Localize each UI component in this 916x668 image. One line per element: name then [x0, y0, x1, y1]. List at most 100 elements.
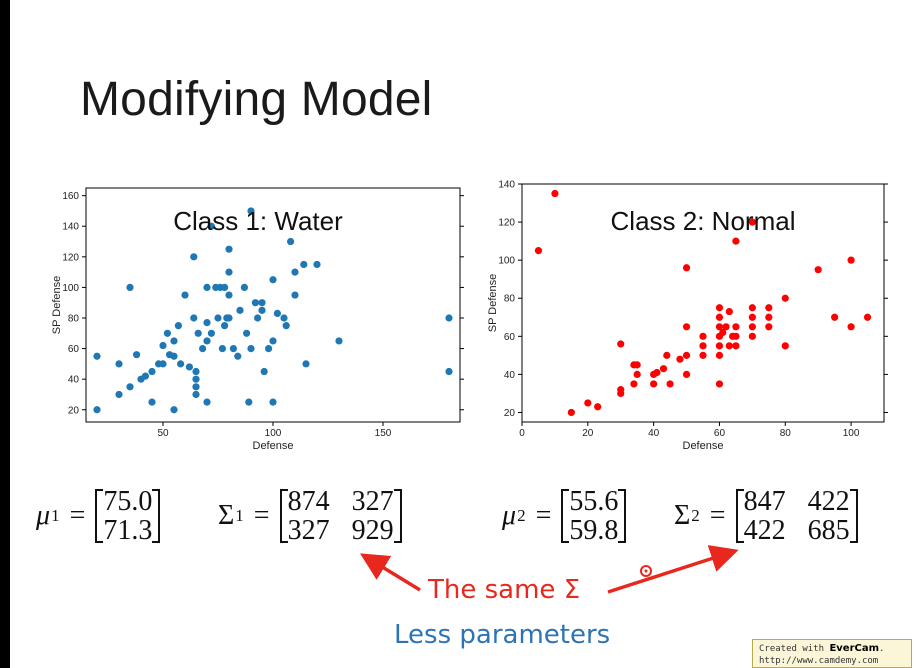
y-tick-label: 100	[498, 256, 515, 267]
scatter-point	[699, 351, 707, 359]
y-tick-label: 20	[68, 405, 80, 416]
scatter-point	[203, 337, 211, 345]
scatter-point	[247, 344, 255, 353]
watermark-line-2: http://www.camdemy.com	[759, 656, 879, 666]
scatter-point	[630, 380, 638, 388]
scatter-point	[748, 313, 756, 321]
left-edge-bar	[0, 0, 10, 668]
scatter-point	[594, 403, 602, 411]
scatter-point	[163, 329, 171, 337]
scatter-point	[814, 266, 822, 274]
y-tick-label: 40	[68, 375, 80, 386]
scatter-point	[699, 332, 707, 340]
scatter-point	[715, 323, 724, 331]
sigma1-row-1: 327 929	[288, 516, 394, 545]
mu2-equals: =	[535, 500, 552, 531]
scatter-point	[633, 370, 641, 378]
scatter-point	[335, 337, 343, 345]
x-tick-label: 0	[519, 428, 525, 439]
y-tick-label: 100	[62, 283, 79, 294]
scatter-point	[192, 383, 200, 391]
y-tick-label: 60	[504, 332, 516, 343]
y-tick-label: 140	[62, 222, 79, 233]
chart-title: Class 1: Water	[173, 206, 343, 236]
scatter-point	[302, 360, 310, 368]
scatter-point	[170, 337, 178, 345]
scatter-point	[159, 360, 167, 368]
y-tick-label: 20	[504, 408, 516, 419]
scatter-point	[199, 344, 207, 353]
scatter-point	[203, 398, 211, 406]
scatter-point	[170, 406, 178, 414]
mu2-vector: 55.6 59.8	[561, 486, 627, 545]
scatter-point	[273, 309, 281, 318]
scatter-point	[313, 260, 321, 269]
mu2-value-0: 55.6	[569, 486, 619, 517]
sigma1-cell: 874	[287, 486, 330, 517]
sigma2-symbol: Σ	[674, 500, 691, 531]
scatter-point	[291, 291, 299, 299]
scatter-point	[666, 380, 674, 388]
mu1-superscript: 1	[51, 506, 60, 525]
scatter-point	[254, 314, 262, 322]
y-axis-label: SP Defense	[51, 276, 63, 335]
y-axis-label: SP Defense	[487, 274, 499, 333]
watermark-line-1: Created with EverCam.	[759, 643, 885, 654]
scatter-point	[781, 342, 789, 350]
scatter-point	[765, 323, 773, 331]
plot-frame	[85, 187, 461, 423]
scatter-point	[534, 247, 543, 255]
scatter-point	[190, 253, 198, 261]
x-tick-label: 80	[780, 428, 792, 439]
scatter-point	[617, 340, 625, 348]
sigma2-cell: 847	[743, 486, 786, 517]
scatter-point	[715, 351, 724, 359]
scatter-point	[725, 342, 733, 350]
sigma2-cell: 422	[743, 515, 786, 546]
scatter-point	[633, 361, 641, 369]
mu1-vector: 75.0 71.3	[95, 486, 161, 545]
scatter-point	[732, 323, 740, 331]
x-axis-label: Defense	[253, 440, 294, 452]
x-tick-label: 50	[157, 428, 169, 439]
scatter-point	[245, 398, 253, 406]
scatter-point	[282, 322, 290, 330]
sigma2-row-0: 847 422	[744, 487, 850, 516]
x-tick-label: 150	[375, 428, 392, 439]
scatter-point	[748, 323, 756, 331]
y-tick-label: 40	[504, 370, 516, 381]
scatter-point	[269, 276, 277, 284]
scatter-point	[159, 341, 167, 350]
scatter-point	[748, 332, 756, 340]
scatter-point	[192, 375, 200, 383]
scatter-point	[748, 304, 756, 312]
chart-title: Class 2: Normal	[611, 206, 796, 236]
scatter-point	[93, 406, 101, 414]
sigma1-matrix: 874 327 327 929	[279, 486, 402, 545]
scatter-point	[192, 390, 200, 399]
scatter-point	[699, 342, 707, 350]
sigma1-symbol: Σ	[218, 500, 235, 531]
scatter-point	[269, 398, 277, 406]
y-tick-label: 120	[498, 218, 515, 229]
scatter-point	[715, 304, 724, 312]
scatter-point	[287, 237, 295, 246]
scatter-point	[300, 260, 308, 269]
scatter-point	[715, 313, 724, 321]
scatter-point	[218, 344, 226, 353]
scatter-point	[247, 207, 255, 215]
sigma2-row-1: 422 685	[744, 516, 850, 545]
same-sigma-label: The same Σ	[428, 575, 581, 605]
scatter-point	[682, 264, 691, 272]
scatter-point	[258, 306, 266, 314]
scatter-point	[221, 322, 229, 330]
scatter-point	[240, 283, 248, 292]
scatter-point	[831, 313, 839, 321]
mu1-value-0: 75.0	[103, 486, 153, 517]
scatter-point	[148, 398, 156, 406]
x-tick-label: 40	[648, 428, 660, 439]
scatter-point	[225, 291, 233, 299]
